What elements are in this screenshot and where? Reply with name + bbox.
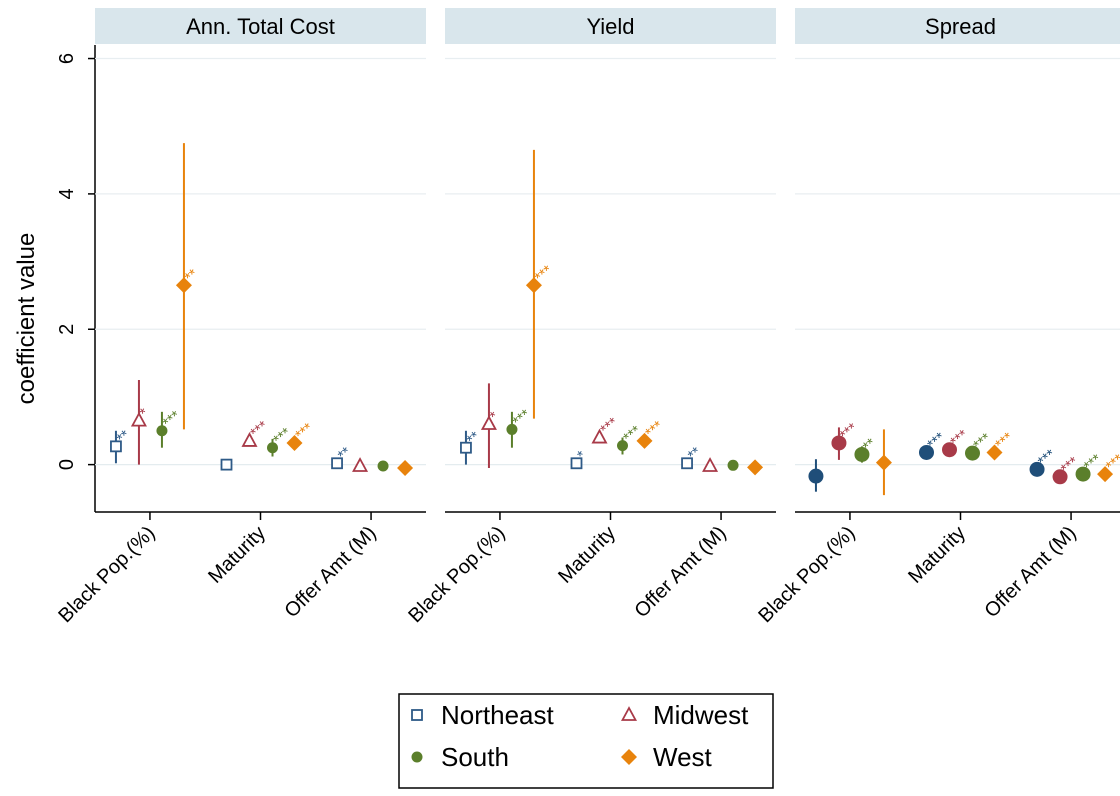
- point-marker: [1029, 461, 1045, 477]
- point-marker: [267, 442, 278, 454]
- x-tick-label: Maturity: [554, 522, 620, 588]
- point-marker: [965, 445, 980, 461]
- legend-marker: [411, 751, 423, 763]
- point-marker: [397, 460, 414, 477]
- point-marker: [220, 458, 233, 471]
- point-marker: [919, 444, 934, 460]
- point-marker: [1097, 466, 1114, 483]
- y-tick-label: 4: [56, 188, 78, 199]
- point-marker: [377, 460, 389, 472]
- point-marker: [831, 435, 847, 451]
- point-marker: [110, 440, 122, 453]
- panel-strip: [445, 8, 776, 44]
- point-marker: [286, 434, 303, 451]
- x-tick-label: Offer Amt (M): [280, 522, 380, 622]
- y-tick-label: 2: [56, 324, 78, 335]
- panel-strip: [795, 8, 1120, 44]
- point-marker: [617, 440, 628, 452]
- panel-title: Spread: [925, 14, 996, 39]
- point-marker: [875, 454, 892, 471]
- point-marker: [727, 459, 739, 471]
- point-marker: [986, 444, 1003, 461]
- legend-marker: [411, 709, 423, 721]
- point-marker: [702, 457, 719, 472]
- legend-label: West: [653, 742, 713, 772]
- x-tick-label: Offer Amt (M): [630, 522, 730, 622]
- point-marker: [460, 441, 472, 454]
- x-tick-label: Black Pop.(%): [754, 522, 859, 627]
- point-marker: [241, 432, 258, 447]
- legend-label: Midwest: [653, 700, 749, 730]
- y-axis-label: coefficient value: [13, 233, 40, 405]
- point-marker: [570, 457, 583, 470]
- x-tick-label: Maturity: [904, 522, 970, 588]
- panel-title: Yield: [586, 14, 634, 39]
- point-marker: [942, 442, 957, 458]
- panel-strip: [95, 8, 426, 44]
- point-marker: [591, 428, 608, 444]
- legend-label: Northeast: [441, 700, 554, 730]
- panel-3: Spread Black Pop.(%) Maturity Offer Amt (M)…: [754, 8, 1120, 627]
- point-marker: [808, 468, 824, 484]
- point-marker: [331, 457, 343, 470]
- point-marker: [480, 415, 497, 430]
- point-marker: [747, 459, 764, 476]
- legend-marker: [621, 749, 637, 765]
- point-marker: [130, 411, 147, 427]
- point-marker: [175, 277, 192, 294]
- legend-marker: [620, 706, 638, 721]
- legend-label: South: [441, 742, 509, 772]
- point-marker: [1075, 466, 1091, 482]
- point-marker: [506, 423, 518, 435]
- legend-box: [398, 693, 774, 789]
- point-marker: [156, 425, 168, 437]
- y-tick-label: 0: [56, 459, 78, 470]
- y-tick-label: 6: [56, 53, 78, 64]
- x-tick-label: Maturity: [204, 522, 270, 588]
- x-tick-label: Black Pop.(%): [404, 522, 509, 627]
- point-marker: [854, 446, 870, 462]
- point-marker: [636, 432, 653, 449]
- x-tick-label: Black Pop.(%): [54, 522, 159, 627]
- legend: Northeast Midwest South West: [398, 693, 774, 789]
- point-marker: [352, 457, 369, 472]
- point-marker: [525, 277, 542, 294]
- x-tick-label: Offer Amt (M): [980, 522, 1080, 622]
- panel-title: Ann. Total Cost: [186, 14, 335, 39]
- panel-1: Ann. Total Cost Black Pop.(%) Maturity Offe…: [54, 8, 426, 627]
- point-marker: [681, 457, 693, 470]
- point-marker: [1052, 469, 1068, 485]
